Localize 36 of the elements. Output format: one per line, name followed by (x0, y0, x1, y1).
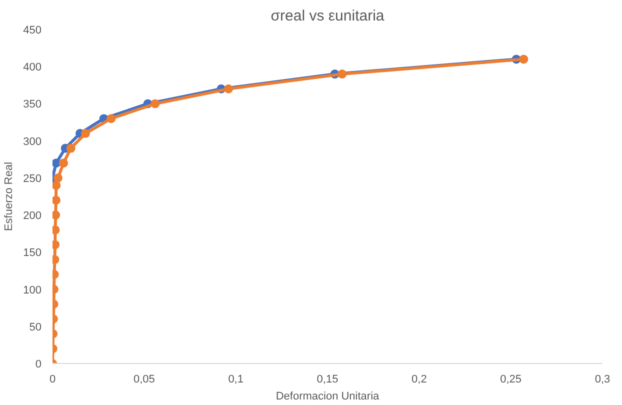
y-tick-label: 400 (23, 62, 42, 74)
point (52, 225, 60, 234)
point (52, 240, 60, 250)
point (54, 173, 62, 182)
point (150, 99, 160, 108)
x-axis-title: Deformacion Unitaria (276, 390, 380, 402)
x-tick-label: 0,2 (412, 374, 427, 386)
x-tick-label: 0,1 (228, 374, 244, 386)
y-axis-title: Esfuerzo Real (3, 162, 16, 232)
y-tick-label: 50 (29, 321, 42, 334)
y-tick-label: 100 (23, 284, 42, 296)
x-tick-label: 0,25 (500, 374, 522, 386)
point (52, 196, 60, 205)
y-tick-label: 300 (23, 136, 42, 148)
x-tick-label: 0 (49, 374, 56, 386)
y-tick-label: 150 (23, 247, 42, 260)
x-tick-label: 0,3 (594, 374, 610, 386)
point (106, 114, 116, 124)
y-tick-label: 450 (23, 24, 42, 36)
point (519, 54, 528, 64)
y-tick-label: 350 (23, 98, 42, 111)
x-tick-label: 0,15 (316, 374, 338, 386)
point (52, 255, 60, 264)
point (338, 70, 347, 79)
point (224, 84, 233, 94)
y-tick-label: 200 (23, 210, 42, 222)
chart-title: σreal vs εunitaria (270, 8, 385, 24)
x-tick-label: 0,05 (133, 374, 155, 386)
point (81, 128, 90, 138)
point (52, 158, 61, 168)
point (66, 144, 76, 153)
y-tick-label: 0 (35, 358, 42, 370)
y-tick-label: 250 (23, 172, 42, 185)
point (59, 158, 68, 168)
point (52, 210, 60, 220)
point (52, 180, 61, 190)
